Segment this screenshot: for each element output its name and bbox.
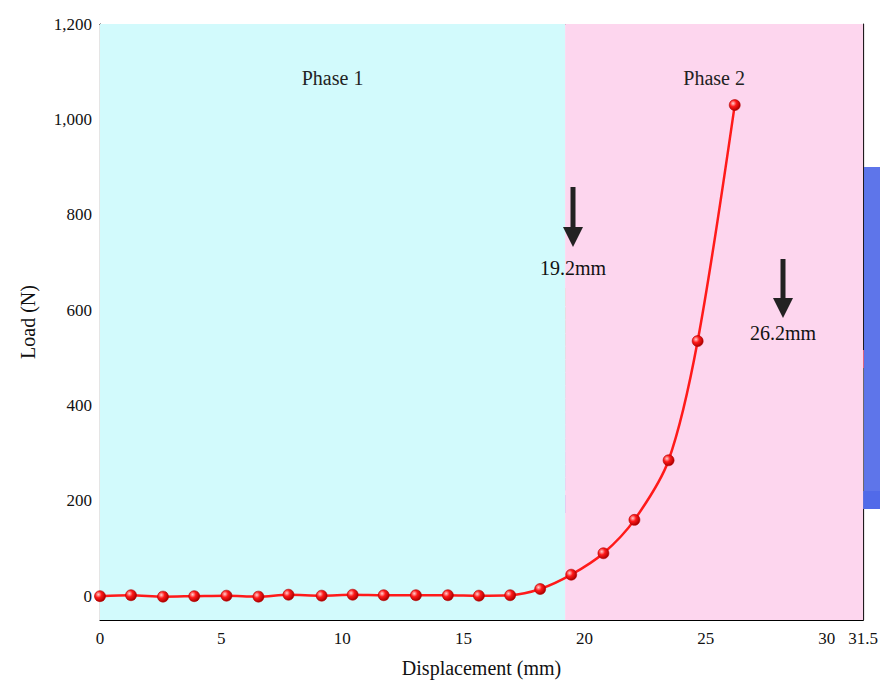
svg-text:1,000: 1,000 (54, 110, 92, 129)
svg-text:30: 30 (818, 629, 835, 648)
svg-text:25: 25 (697, 629, 714, 648)
svg-text:19.2mm: 19.2mm (540, 257, 607, 279)
svg-text:0: 0 (96, 629, 105, 648)
svg-text:200: 200 (67, 491, 93, 510)
svg-text:1,200: 1,200 (54, 15, 92, 34)
svg-text:0: 0 (84, 587, 93, 606)
svg-text:400: 400 (67, 396, 93, 415)
svg-text:Displacement (mm): Displacement (mm) (402, 657, 561, 680)
svg-text:800: 800 (67, 205, 93, 224)
svg-text:5: 5 (217, 629, 226, 648)
svg-text:Phase 1: Phase 1 (302, 67, 364, 89)
svg-text:Load (N): Load (N) (17, 285, 40, 359)
svg-text:15: 15 (455, 629, 472, 648)
svg-text:31.5: 31.5 (848, 629, 878, 648)
svg-text:600: 600 (67, 301, 93, 320)
svg-text:26.2mm: 26.2mm (750, 322, 817, 344)
svg-text:10: 10 (334, 629, 351, 648)
svg-text:Phase 2: Phase 2 (683, 67, 745, 89)
svg-text:20: 20 (576, 629, 593, 648)
